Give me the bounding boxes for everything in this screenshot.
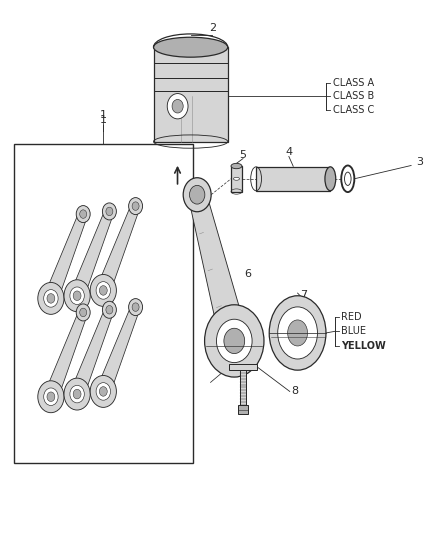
Ellipse shape xyxy=(269,296,326,370)
Circle shape xyxy=(102,203,117,220)
Circle shape xyxy=(80,308,87,317)
Text: RED: RED xyxy=(341,312,362,322)
Polygon shape xyxy=(45,310,87,400)
Text: 7: 7 xyxy=(300,290,308,301)
Text: 1: 1 xyxy=(100,110,107,120)
Circle shape xyxy=(76,206,90,223)
Circle shape xyxy=(99,286,107,295)
Bar xyxy=(240,370,246,405)
Circle shape xyxy=(64,280,90,312)
Circle shape xyxy=(90,274,117,306)
Ellipse shape xyxy=(278,307,318,359)
Text: YELLOW: YELLOW xyxy=(341,341,386,351)
Circle shape xyxy=(132,303,139,311)
Text: 1: 1 xyxy=(100,115,107,125)
Text: CLASS C: CLASS C xyxy=(332,104,374,115)
Ellipse shape xyxy=(288,320,307,346)
Circle shape xyxy=(73,389,81,399)
Text: 5: 5 xyxy=(240,150,247,159)
Ellipse shape xyxy=(231,164,242,168)
Circle shape xyxy=(102,301,117,318)
Text: 3: 3 xyxy=(417,157,424,167)
Circle shape xyxy=(90,375,117,407)
Circle shape xyxy=(99,386,107,396)
Circle shape xyxy=(205,305,264,377)
Text: CLASS B: CLASS B xyxy=(332,91,374,101)
Circle shape xyxy=(129,298,143,316)
Polygon shape xyxy=(188,191,247,346)
Bar xyxy=(229,364,257,370)
Polygon shape xyxy=(97,305,140,395)
Circle shape xyxy=(44,388,58,406)
Text: CLASS A: CLASS A xyxy=(332,78,374,88)
Ellipse shape xyxy=(325,167,336,191)
Text: 2: 2 xyxy=(209,22,216,33)
Polygon shape xyxy=(97,204,140,294)
Circle shape xyxy=(47,392,55,401)
Circle shape xyxy=(70,287,84,304)
Circle shape xyxy=(190,185,205,204)
Text: 6: 6 xyxy=(244,269,251,279)
Polygon shape xyxy=(71,308,113,398)
Circle shape xyxy=(216,319,252,362)
Circle shape xyxy=(38,381,64,413)
Circle shape xyxy=(106,305,113,314)
Circle shape xyxy=(132,202,139,211)
Circle shape xyxy=(73,291,81,301)
Circle shape xyxy=(106,207,113,216)
Circle shape xyxy=(38,282,64,314)
Circle shape xyxy=(80,210,87,219)
Bar xyxy=(153,47,228,142)
Circle shape xyxy=(183,177,211,212)
Bar xyxy=(14,144,193,463)
Circle shape xyxy=(44,289,58,307)
Circle shape xyxy=(70,385,84,403)
Circle shape xyxy=(167,94,188,119)
Circle shape xyxy=(129,198,143,215)
Circle shape xyxy=(224,328,245,353)
Bar xyxy=(231,166,242,191)
Bar xyxy=(256,167,330,191)
Polygon shape xyxy=(71,209,113,300)
Ellipse shape xyxy=(233,177,240,180)
Circle shape xyxy=(96,383,110,400)
Circle shape xyxy=(76,304,90,321)
Text: 8: 8 xyxy=(291,386,298,396)
Ellipse shape xyxy=(153,37,228,57)
Bar xyxy=(238,405,248,414)
Polygon shape xyxy=(45,212,87,302)
Circle shape xyxy=(96,281,110,299)
Circle shape xyxy=(64,378,90,410)
Circle shape xyxy=(172,100,183,113)
Text: BLUE: BLUE xyxy=(341,326,366,336)
Text: 4: 4 xyxy=(285,147,293,157)
Circle shape xyxy=(47,294,55,303)
